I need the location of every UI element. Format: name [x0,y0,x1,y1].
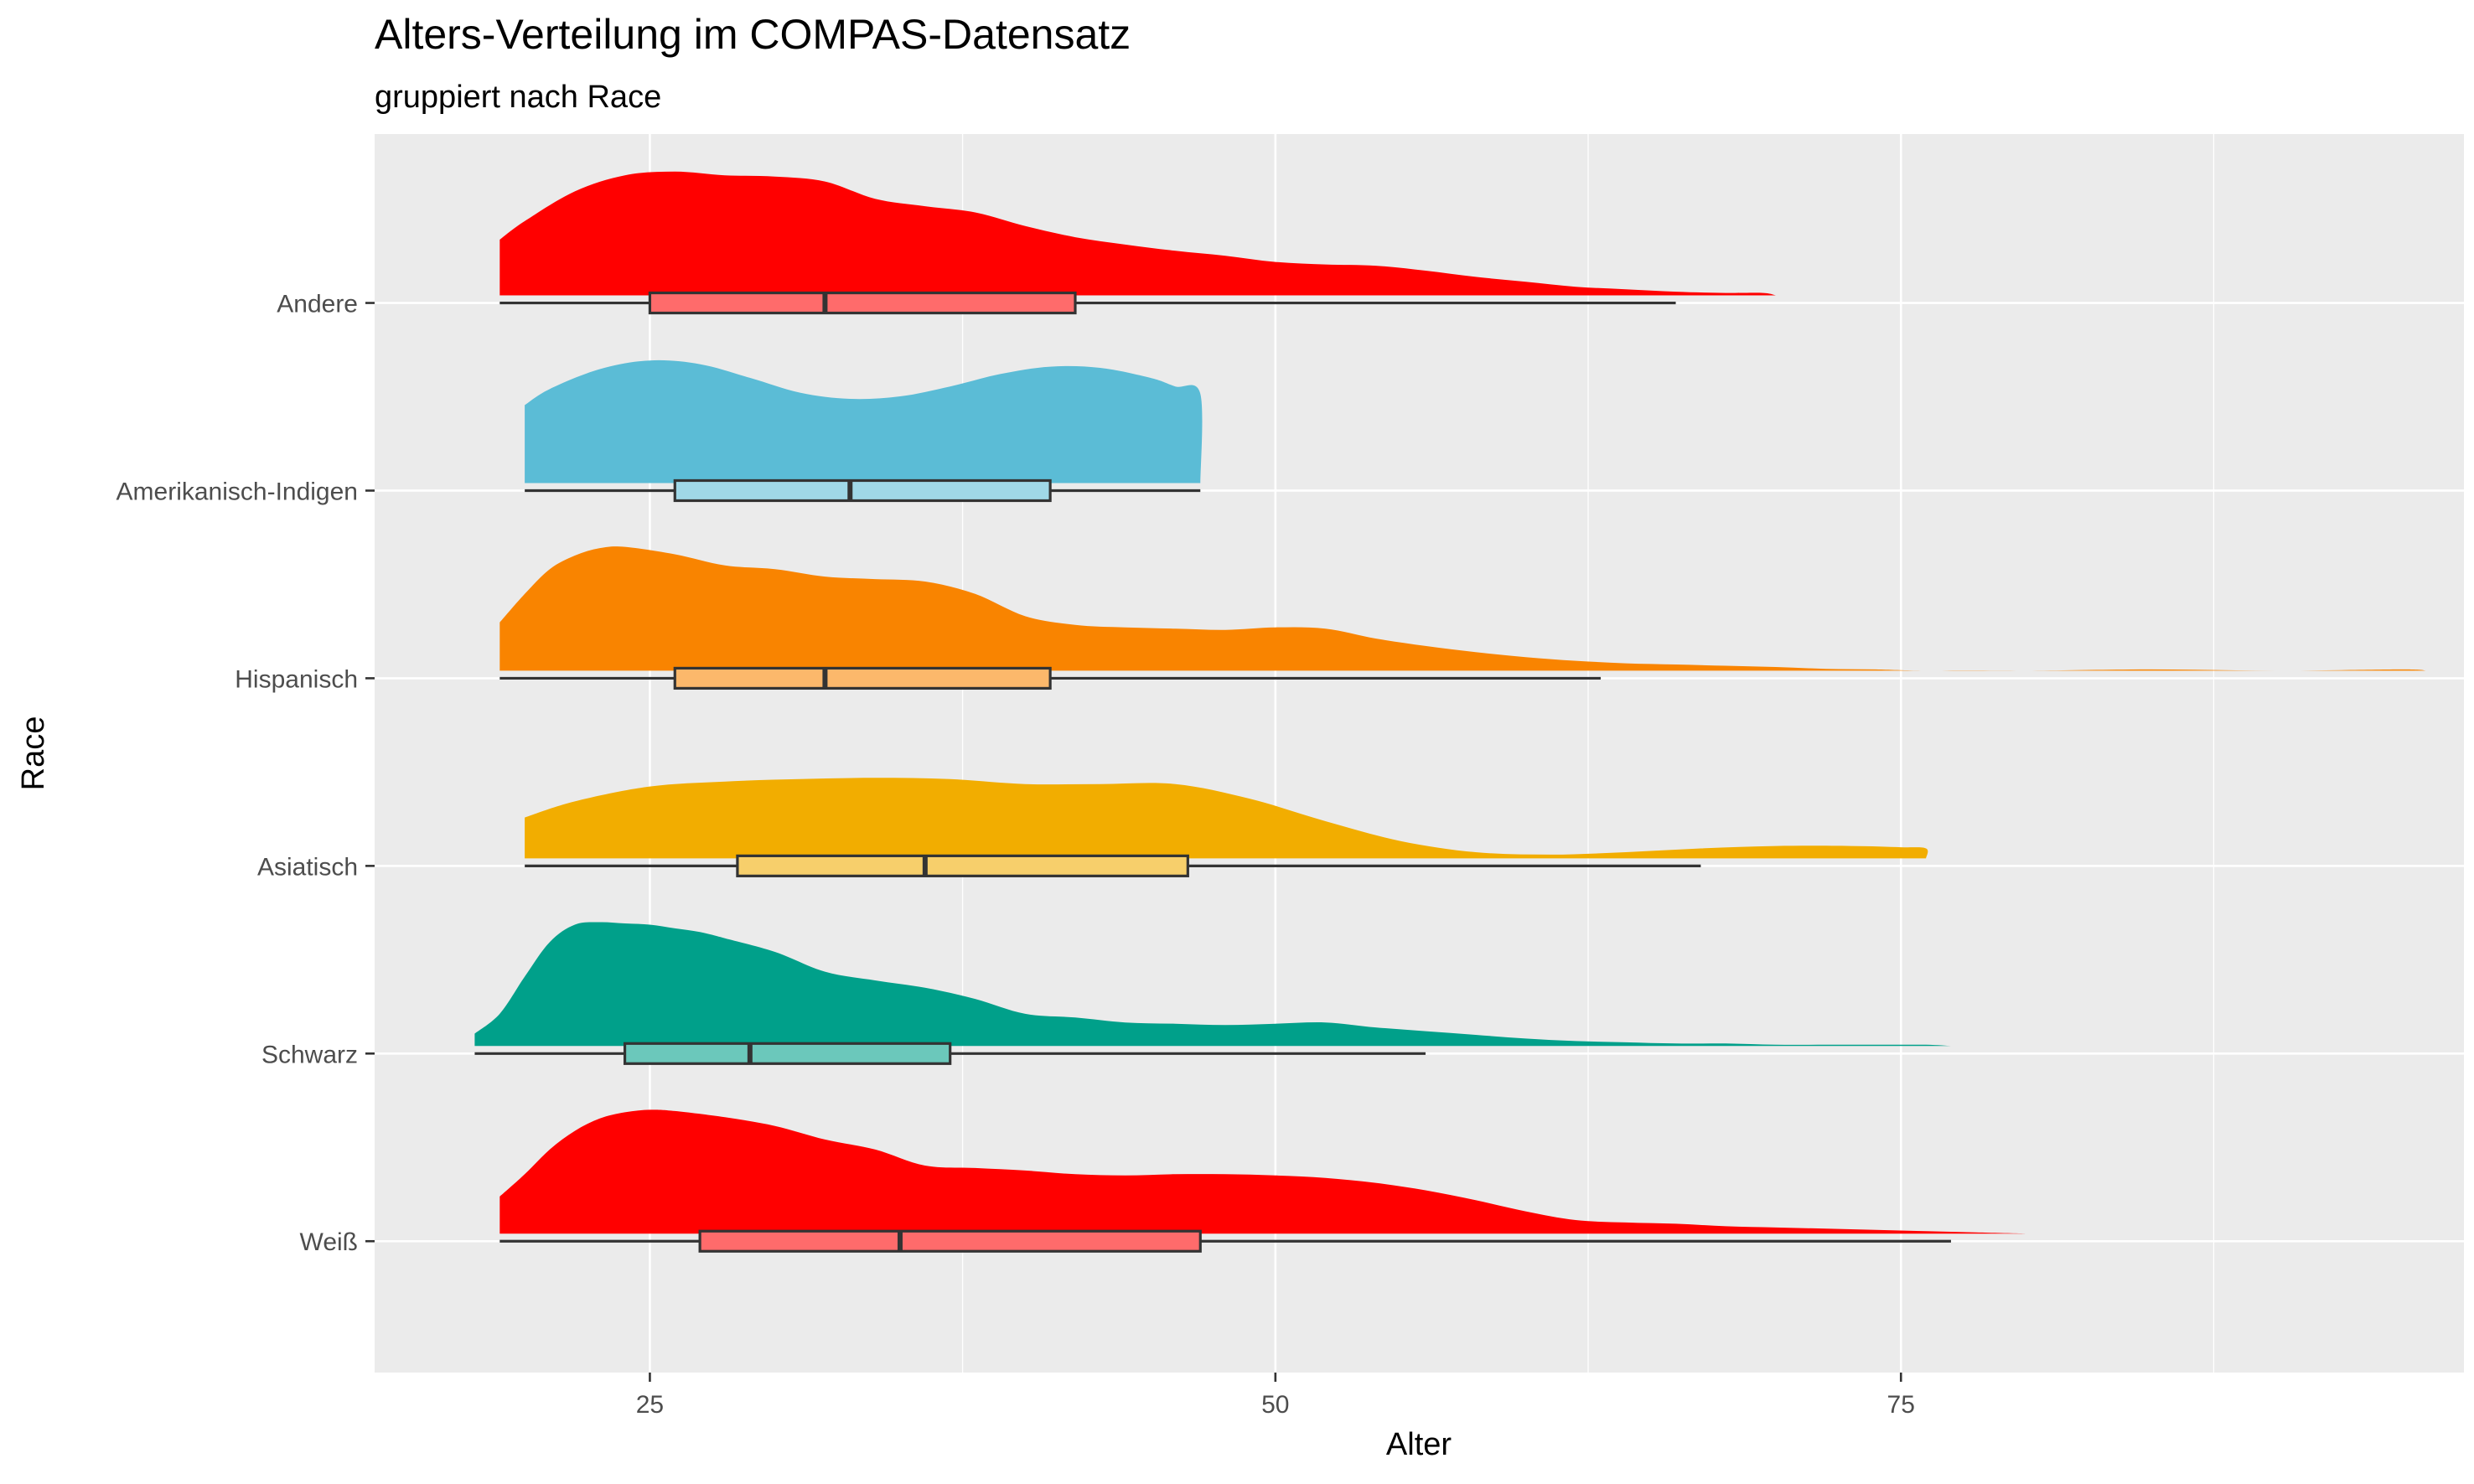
y-tick-label: Weiß [300,1228,358,1256]
box-iqr [673,478,1052,503]
density-cloud [499,171,1776,296]
y-tick-label: Andere [277,291,358,318]
density-cloud [499,546,2427,671]
box-iqr [623,1042,952,1065]
chart-subtitle: gruppiert nach Race [375,80,661,115]
density-cloud [474,922,1951,1047]
x-tick-label: 25 [636,1391,664,1419]
density-cloud [525,778,1928,859]
density-layer [474,171,2427,1234]
density-cloud [499,1109,2026,1234]
chart-title: Alters-Verteilung im COMPAS-Datensatz [375,11,1131,58]
density-cloud [525,359,1203,483]
box-iqr [673,666,1052,690]
x-axis: 25 50 75 [636,1373,1915,1419]
box-iqr [736,854,1189,877]
y-axis: Andere Amerikanisch-Indigen Hispanisch Asia… [116,291,375,1256]
y-tick-label: Schwarz [261,1041,358,1068]
box-iqr [698,1229,1202,1253]
box-iqr [648,291,1077,315]
y-tick-label: Asiatisch [257,853,358,881]
x-axis-title: Alter [1386,1427,1452,1462]
y-tick-label: Hispanisch [235,665,358,693]
y-axis-title: Race [16,716,51,791]
boxplot-layer [474,291,1951,1253]
x-tick-label: 75 [1887,1391,1915,1419]
x-tick-label: 50 [1261,1391,1289,1419]
y-tick-label: Amerikanisch-Indigen [116,478,358,505]
